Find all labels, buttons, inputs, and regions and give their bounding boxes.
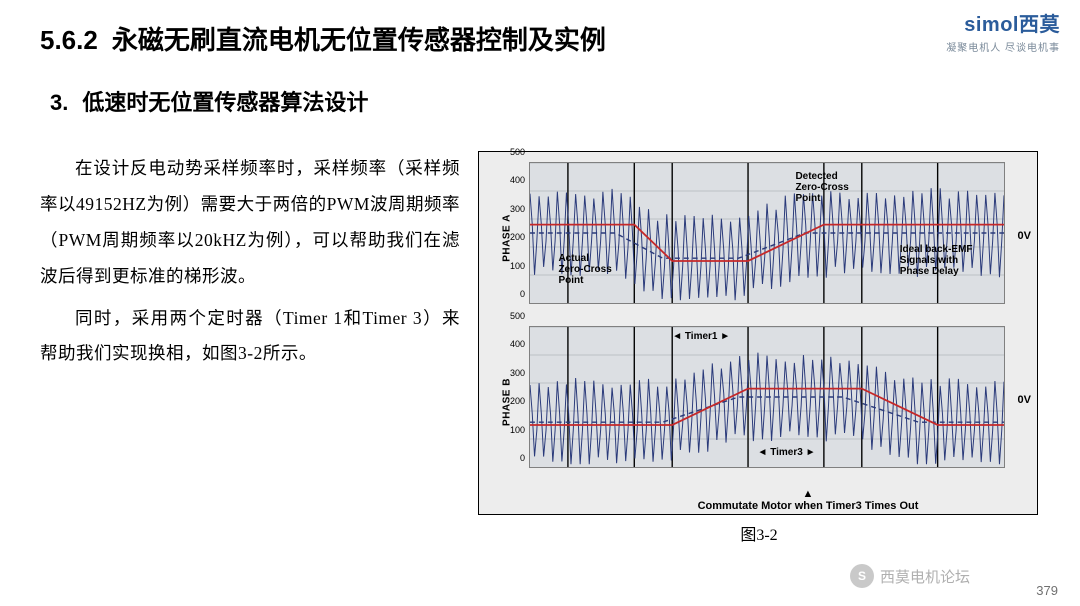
figure-column: PHASE A0V0100200300400500Detected Zero-C… [478, 151, 1040, 545]
plot-area: ◄ Timer1 ► ◄ Timer3 ► [529, 326, 1005, 468]
logo-tagline: 凝聚电机人 尽谈电机事 [946, 39, 1060, 54]
section-title: 永磁无刷直流电机无位置传感器控制及实例 [112, 25, 606, 55]
logo-en: simol [964, 14, 1019, 36]
commutate-note: ▲Commutate Motor when Timer3 Times Out [583, 488, 1033, 512]
y-tick: 0 [520, 289, 525, 299]
chart-annotation: ◄ Timer1 ► [672, 331, 730, 342]
subsection-heading: 3. 低速时无位置传感器算法设计 [50, 85, 1040, 117]
section-heading: 5.6.2 永磁无刷直流电机无位置传感器控制及实例 [40, 20, 1040, 57]
paragraph-2: 同时，采用两个定时器（Timer 1和Timer 3）来帮助我们实现换相，如图3… [40, 301, 460, 373]
y-tick: 200 [510, 396, 525, 406]
y-tick: 300 [510, 204, 525, 214]
chart-panel: PHASE A0V0100200300400500Detected Zero-C… [505, 158, 1005, 318]
sub-number: 3. [50, 90, 68, 115]
watermark-text: 西莫电机论坛 [880, 566, 970, 587]
body-text: 在设计反电动势采样频率时，采样频率（采样频率以49152HZ为例）需要大于两倍的… [40, 151, 460, 545]
figure-caption: 图3-2 [478, 521, 1040, 545]
chart-annotation: Detected Zero-Cross Point [795, 171, 848, 204]
paragraph-1: 在设计反电动势采样频率时，采样频率（采样频率以49152HZ为例）需要大于两倍的… [40, 151, 460, 295]
y-tick: 400 [510, 175, 525, 185]
chart-panel: PHASE B0V0100200300400500◄ Timer1 ►◄ Tim… [505, 322, 1005, 482]
section-number: 5.6.2 [40, 25, 98, 55]
watermark: S 西莫电机论坛 [850, 564, 970, 588]
y-tick: 500 [510, 311, 525, 321]
chart-annotation: Ideal back-EMF Signals with Phase Delay [900, 244, 973, 277]
logo-cn: 西莫 [1019, 14, 1060, 36]
brand-logo: simol西莫 凝聚电机人 尽谈电机事 [946, 8, 1060, 54]
y-tick: 400 [510, 339, 525, 349]
y-tick: 300 [510, 368, 525, 378]
zero-volt-label: 0V [1018, 230, 1031, 242]
chart-annotation: Actual Zero-Cross Point [558, 253, 611, 286]
chart-annotation: ◄ Timer3 ► [758, 447, 816, 458]
y-tick: 100 [510, 261, 525, 271]
plot-area: Detected Zero-Cross Point Actual Zero-Cro… [529, 162, 1005, 304]
zero-volt-label: 0V [1018, 394, 1031, 406]
y-tick: 200 [510, 232, 525, 242]
y-tick: 500 [510, 147, 525, 157]
y-tick: 0 [520, 453, 525, 463]
wechat-icon: S [850, 564, 874, 588]
page-number: 379 [1036, 583, 1058, 598]
y-tick: 100 [510, 425, 525, 435]
sub-title: 低速时无位置传感器算法设计 [82, 90, 368, 115]
figure-chart: PHASE A0V0100200300400500Detected Zero-C… [478, 151, 1038, 515]
